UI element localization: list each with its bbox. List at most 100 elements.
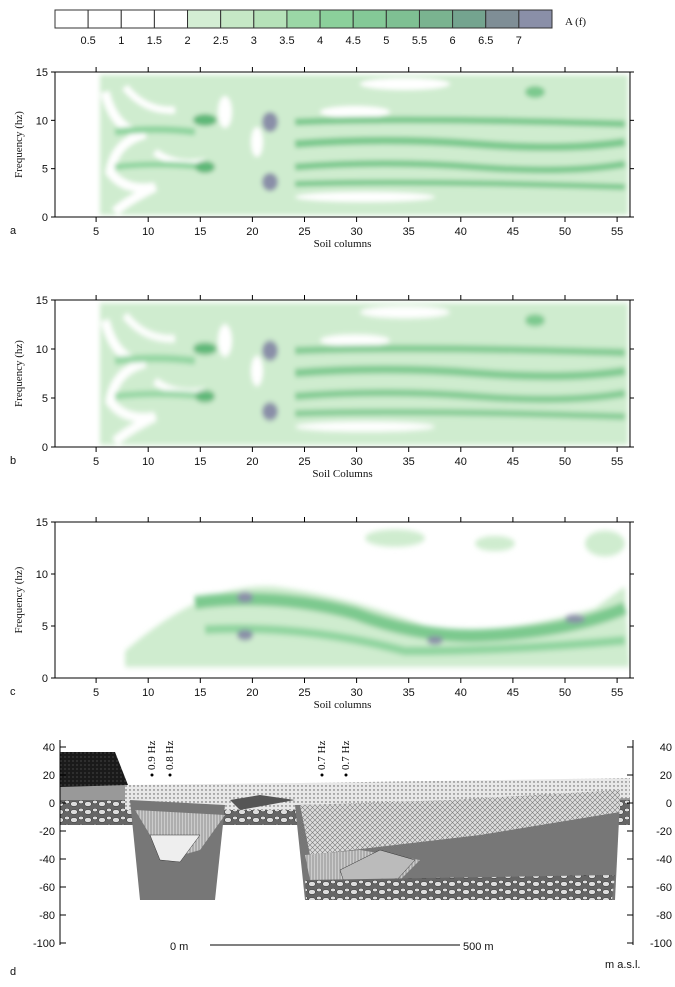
y-tick-label: -80 bbox=[656, 910, 672, 922]
plot-frame bbox=[54, 71, 631, 218]
frequency-label: 0.7 Hz bbox=[316, 741, 328, 770]
x-tick-label: 5 bbox=[93, 226, 99, 238]
x-tick-label: 40 bbox=[455, 456, 467, 468]
x-tick-label: 50 bbox=[559, 687, 571, 699]
x-tick-label: 15 bbox=[194, 687, 206, 699]
y-tick-label: 0 bbox=[666, 798, 672, 810]
y-tick-label: 15 bbox=[36, 67, 48, 79]
x-tick-label: 40 bbox=[455, 226, 467, 238]
x-tick-label: 35 bbox=[403, 687, 415, 699]
colorbar-box bbox=[220, 9, 255, 29]
y-tick-label: 20 bbox=[660, 770, 672, 782]
y-tick-label: 5 bbox=[42, 164, 48, 176]
x-tick-label: 45 bbox=[507, 226, 519, 238]
x-tick-label: 40 bbox=[455, 687, 467, 699]
y-tick-label: -40 bbox=[656, 854, 672, 866]
x-tick-label: 20 bbox=[246, 687, 258, 699]
x-tick-label: 35 bbox=[403, 226, 415, 238]
panel-label: a bbox=[10, 225, 17, 237]
layer bbox=[305, 875, 615, 900]
scale-start: 0 m bbox=[170, 941, 188, 953]
x-tick-label: 45 bbox=[507, 456, 519, 468]
colorbar-label: 1 bbox=[118, 35, 124, 47]
layer bbox=[60, 752, 128, 787]
colorbar-box bbox=[286, 9, 321, 29]
colorbar-label: 1.5 bbox=[147, 35, 162, 47]
colorbar-box bbox=[253, 9, 288, 29]
colorbar-box bbox=[319, 9, 354, 29]
colorbar-label: 3.5 bbox=[279, 35, 294, 47]
frequency-marker bbox=[344, 773, 348, 777]
colorbar-label: 3 bbox=[251, 35, 257, 47]
heatmap-b bbox=[100, 303, 628, 445]
colorbar-box bbox=[87, 9, 122, 29]
colorbar-label: 4.5 bbox=[346, 35, 361, 47]
frequency-marker bbox=[320, 773, 324, 777]
colorbar-label: 6.5 bbox=[478, 35, 493, 47]
colorbar-label: 7 bbox=[516, 35, 522, 47]
colorbar-label: 5.5 bbox=[412, 35, 427, 47]
colorbar-box bbox=[385, 9, 420, 29]
frequency-marker bbox=[168, 773, 172, 777]
x-tick-label: 20 bbox=[246, 226, 258, 238]
frequency-marker bbox=[150, 773, 154, 777]
colorbar-box bbox=[153, 9, 189, 29]
y-tick-label: -100 bbox=[650, 938, 672, 950]
y-tick-label: 40 bbox=[660, 742, 672, 754]
y-tick-label: 0 bbox=[49, 798, 55, 810]
colorbar-box bbox=[120, 9, 155, 29]
x-tick-label: 45 bbox=[507, 687, 519, 699]
colorbar-label: 2 bbox=[184, 35, 190, 47]
y-tick-label: 20 bbox=[43, 770, 55, 782]
x-axis-label: Soil Columns bbox=[312, 468, 372, 480]
y-tick-label: 15 bbox=[36, 517, 48, 529]
heatmap-a bbox=[100, 75, 628, 215]
x-tick-label: 25 bbox=[298, 456, 310, 468]
y-tick-label: 10 bbox=[36, 569, 48, 581]
x-tick-label: 10 bbox=[142, 226, 154, 238]
y-tick-label: -60 bbox=[656, 882, 672, 894]
x-tick-label: 30 bbox=[350, 226, 362, 238]
panel-label: d bbox=[10, 966, 16, 978]
x-tick-label: 35 bbox=[403, 456, 415, 468]
y-tick-label: -60 bbox=[39, 882, 55, 894]
colorbar-label: 5 bbox=[383, 35, 389, 47]
panel-label: b bbox=[10, 455, 16, 467]
colorbar-box bbox=[54, 9, 89, 29]
y-tick-label: 40 bbox=[43, 742, 55, 754]
frequency-label: 0.9 Hz bbox=[146, 741, 158, 770]
x-tick-label: 55 bbox=[611, 226, 623, 238]
frequency-label: 0.8 Hz bbox=[164, 741, 176, 770]
layer bbox=[305, 900, 612, 960]
colorbar-box bbox=[518, 9, 553, 29]
x-tick-label: 25 bbox=[298, 226, 310, 238]
colorbar-box bbox=[485, 9, 520, 29]
x-axis-label: Soil columns bbox=[314, 238, 372, 250]
y-tick-label: 5 bbox=[42, 621, 48, 633]
x-tick-label: 55 bbox=[611, 456, 623, 468]
y-axis-label: Frequency (hz) bbox=[13, 566, 25, 633]
colorbar-label: 0.5 bbox=[80, 35, 95, 47]
x-tick-label: 50 bbox=[559, 226, 571, 238]
plot-frame bbox=[54, 299, 631, 448]
colorbar-box bbox=[452, 9, 487, 29]
y-tick-label: -80 bbox=[39, 910, 55, 922]
panel-label: c bbox=[10, 686, 16, 698]
y-tick-label: -40 bbox=[39, 854, 55, 866]
colorbar-title: A (f) bbox=[565, 16, 586, 28]
x-tick-label: 5 bbox=[93, 687, 99, 699]
x-tick-label: 5 bbox=[93, 456, 99, 468]
y-tick-label: 10 bbox=[36, 344, 48, 356]
heatmap-c bbox=[55, 530, 630, 678]
x-axis-label: Soil columns bbox=[314, 699, 372, 711]
plot-frame bbox=[54, 521, 631, 679]
x-tick-label: 50 bbox=[559, 456, 571, 468]
cross-section bbox=[59, 740, 634, 960]
y-tick-label: 10 bbox=[36, 115, 48, 127]
x-tick-label: 55 bbox=[611, 687, 623, 699]
y-tick-label: 0 bbox=[42, 442, 48, 454]
y-tick-label: -100 bbox=[33, 938, 55, 950]
y-axis-label: Frequency (hz) bbox=[13, 340, 25, 407]
y-tick-label: -20 bbox=[656, 826, 672, 838]
layer bbox=[149, 834, 201, 863]
